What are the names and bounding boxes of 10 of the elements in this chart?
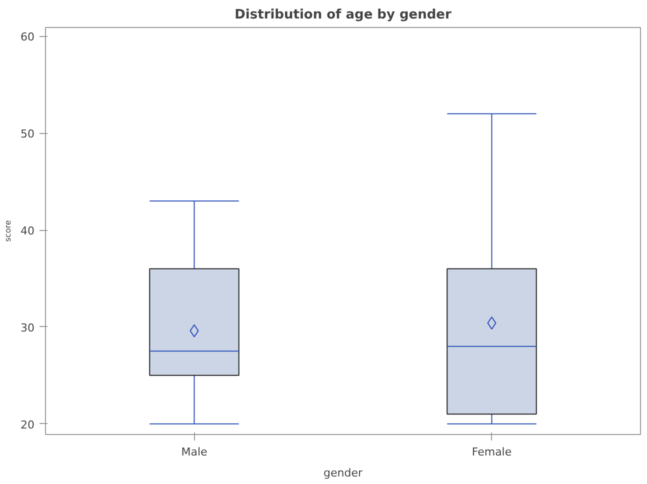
y-tick-label: 40 xyxy=(20,224,35,238)
x-tick-label: Male xyxy=(181,446,208,458)
x-tick-label: Female xyxy=(472,446,512,458)
y-axis-title: score xyxy=(4,220,13,242)
chart-title: Distribution of age by gender xyxy=(234,8,452,22)
y-tick-label: 20 xyxy=(20,418,35,432)
y-tick-label: 60 xyxy=(20,30,35,44)
x-axis-title: gender xyxy=(324,466,363,480)
y-tick-label: 30 xyxy=(20,321,35,334)
y-tick-label: 50 xyxy=(20,128,35,141)
